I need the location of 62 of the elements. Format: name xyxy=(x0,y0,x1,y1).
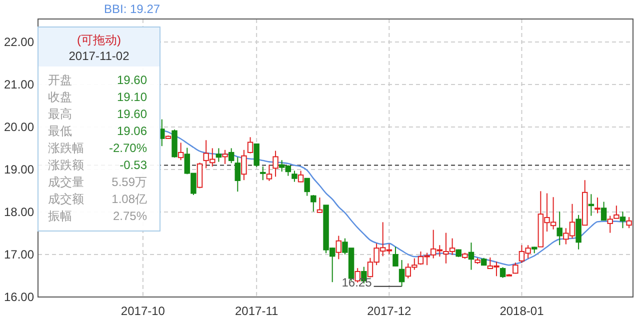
y-tick-label: 22.00 xyxy=(4,35,34,50)
candlestick xyxy=(254,143,260,168)
annotation: 2017-11-02 xyxy=(68,49,130,63)
annotation: 最低 xyxy=(48,124,72,138)
candlestick xyxy=(196,162,203,189)
annotation: 19.06 xyxy=(116,124,148,138)
candlestick xyxy=(228,148,234,164)
y-tick-label: 18.00 xyxy=(4,205,34,220)
annotation: 5.59万 xyxy=(112,175,147,189)
y-tick-label: 20.00 xyxy=(4,120,34,134)
annotation: -0.53 xyxy=(120,158,148,172)
candlestick xyxy=(500,266,506,278)
candlestick xyxy=(556,211,562,246)
y-tick-label: 17.00 xyxy=(4,248,34,262)
candlestick xyxy=(576,214,582,250)
x-tick-label: 2017-10 xyxy=(120,304,166,318)
candlestick xyxy=(241,149,247,181)
annotation: 成交量 xyxy=(48,175,84,189)
candlestick xyxy=(316,197,323,214)
y-tick-label: 19.00 xyxy=(4,162,34,177)
candlestick xyxy=(588,194,594,216)
annotation: 19.60 xyxy=(116,107,148,121)
candlestick xyxy=(222,149,228,164)
candlestick xyxy=(266,164,272,182)
candlestick xyxy=(247,136,254,154)
text: BBI: 19.27 xyxy=(104,2,160,16)
candlestick xyxy=(310,194,316,212)
annotation: 振幅 xyxy=(48,209,72,223)
annotation: 19.10 xyxy=(116,90,148,104)
candlestick xyxy=(298,170,304,183)
candlestick xyxy=(594,197,600,214)
annotation: 涨跌幅 xyxy=(48,141,84,155)
candlestick xyxy=(392,246,398,267)
annotation: (可拖动) xyxy=(77,33,121,47)
candlestick xyxy=(336,235,342,260)
candlestick xyxy=(626,216,632,229)
candlestick xyxy=(304,178,310,196)
y-tick-label: 16.00 xyxy=(4,290,34,304)
annotation: 开盘 xyxy=(48,73,72,87)
candlestick xyxy=(234,156,241,192)
annotation: 成交额 xyxy=(48,192,84,206)
x-tick-label: 2018-01 xyxy=(500,304,544,318)
candlestick xyxy=(468,242,474,270)
candlestick xyxy=(260,166,266,181)
annotation: 收盘 xyxy=(48,90,72,104)
candlestick xyxy=(600,201,607,221)
candlestick xyxy=(178,142,184,161)
annotation: 涨跌额 xyxy=(48,158,84,172)
candlestick xyxy=(398,260,405,287)
candlestick xyxy=(620,211,626,229)
annotation: 1.08亿 xyxy=(112,192,147,206)
annotation: 16.25 xyxy=(342,275,372,290)
candlestick xyxy=(292,170,298,182)
annotation: 19.60 xyxy=(116,73,148,87)
candlestick xyxy=(216,148,222,162)
annotation: 最高 xyxy=(48,107,72,121)
x-tick-label: 2017-11 xyxy=(235,304,278,318)
y-tick-label: 21.00 xyxy=(4,78,34,92)
annotation: -2.70% xyxy=(108,141,148,155)
x-tick-label: 2017-12 xyxy=(367,304,412,318)
annotation: 2.75% xyxy=(112,209,148,223)
candlestick xyxy=(272,150,278,178)
